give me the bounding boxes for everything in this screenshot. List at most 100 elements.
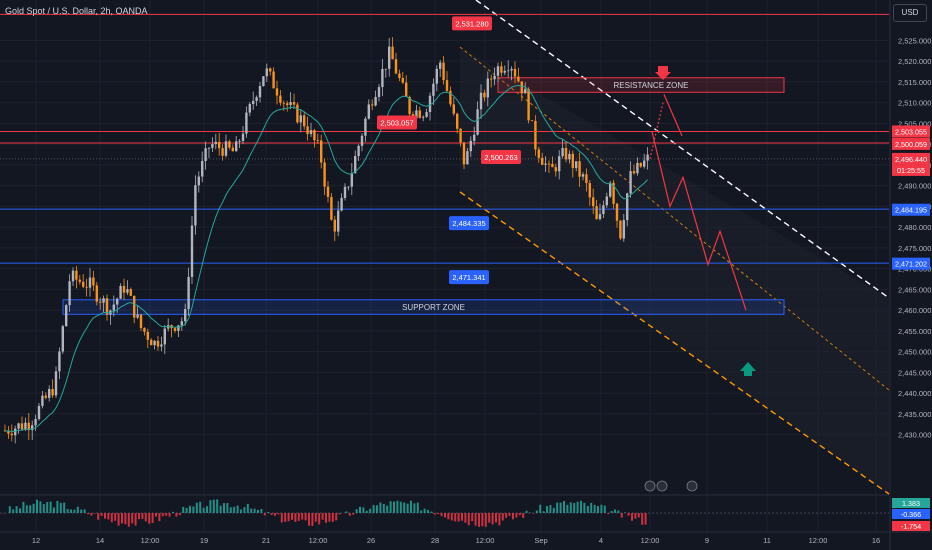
candle-body [255,97,258,101]
candle-body [632,171,636,174]
level-tag [449,216,489,231]
price-axis[interactable]: 2,430.000 2,435.000 2,440.000 2,445.000 2,45… [892,36,931,440]
forecast-line [651,131,747,311]
candles [3,37,649,444]
candle-body [269,68,272,72]
osc-bar [365,510,368,513]
osc-bar [478,513,480,527]
candle-body [530,120,534,122]
osc-bar [226,503,229,513]
candle-body [228,141,231,148]
axis-price-tag [892,137,930,150]
candle-body [442,62,445,81]
candle-body [619,220,622,239]
resistance-arrow-icon [655,66,671,80]
candle-body [17,423,20,429]
candle-body [10,433,13,436]
candle-body [629,171,632,194]
candle-body [221,148,224,156]
osc-bar [603,505,606,513]
osc-bar [355,509,358,513]
candle-body [88,277,92,288]
candle-body [102,298,105,303]
candle-body [626,193,629,221]
candle-body [374,96,377,106]
candle-body [452,104,455,114]
candle-body [133,295,136,318]
candle-body [119,285,122,299]
candle-body [218,141,221,149]
price-tick: 2,480.000 [898,223,931,232]
osc-bar [39,501,42,513]
candle-body [350,173,353,187]
osc-bar [539,504,542,513]
chart-title: Gold Spot / U.S. Dollar, 2h, OANDA [5,6,148,16]
candle-body [286,103,289,106]
candle-body [381,68,384,88]
candle-body [116,298,119,305]
osc-bar [600,504,603,513]
candle-body [513,68,517,77]
osc-bar [450,513,453,521]
osc-bar [107,513,110,520]
osc-bar [144,513,147,522]
price-tick: 2,450.000 [898,348,931,357]
candle-body [422,116,425,118]
osc-bar [345,511,348,513]
osc-bar [246,503,249,513]
channel-fill [460,47,889,494]
currency-button[interactable]: USD [893,4,927,22]
osc-value-text: 1.383 [902,499,920,508]
candle-body [459,128,462,143]
oscillator-pane: 1.383 -0.366 -1.754 [0,480,930,531]
candle-body [85,286,88,288]
osc-bar [498,513,501,526]
osc-bar [270,513,273,515]
candle-body [201,160,204,177]
osc-bar [427,509,429,513]
osc-bar [359,506,361,513]
candle-body [44,395,47,398]
osc-bar [263,513,266,516]
osc-bar [583,502,586,513]
candle-body [129,289,132,296]
channel-mid-line [459,46,890,391]
osc-bar [59,502,62,513]
candle-body [258,86,262,98]
candle-body [639,162,642,167]
candle-body [299,115,302,123]
osc-bar [389,501,392,513]
osc-bar [576,501,579,513]
osc-bar [83,509,86,513]
candle-body [248,103,251,113]
candle-body [486,78,489,98]
candle-body [534,120,537,150]
osc-bar [304,513,307,521]
candle-body [354,156,357,174]
osc-value-tag [892,498,930,508]
level-tag-text: 2,471.341 [452,273,485,282]
osc-bar [620,513,623,518]
osc-bar [464,513,467,523]
osc-bar [209,500,212,513]
osc-bar [12,509,15,513]
candle-body [581,174,585,177]
osc-value-tag [892,521,930,531]
osc-bar [56,500,59,513]
candle-body [541,157,544,165]
osc-bar [192,506,195,513]
osc-bar [267,512,270,513]
time-tick: 12:00 [641,536,660,545]
osc-bar [335,513,338,521]
candle-body [520,81,523,94]
candle-body [245,112,248,134]
candle-body [449,90,452,105]
osc-bar [467,513,470,526]
candle-body [575,161,578,168]
osc-bar [216,499,219,513]
candle-body [398,73,401,78]
osc-bar [206,506,208,513]
candle-body [408,96,411,115]
